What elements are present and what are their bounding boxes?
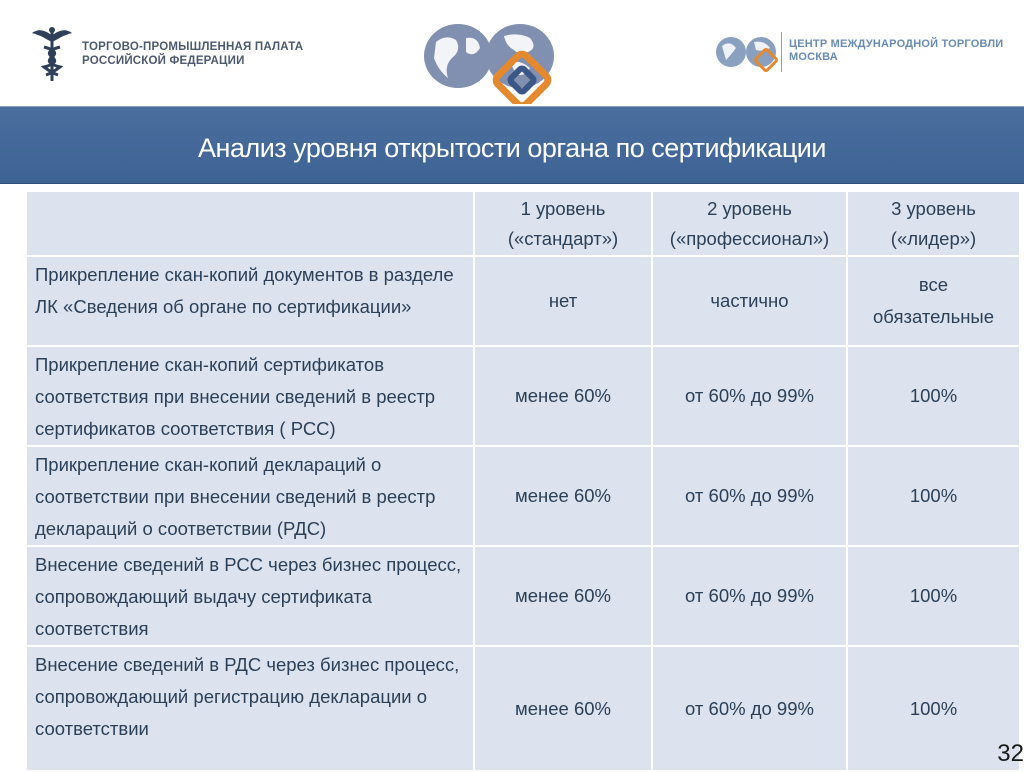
criterion-line: сопровождающий выдачу сертификата bbox=[35, 586, 372, 607]
globes-logo-icon bbox=[424, 24, 554, 104]
criterion-line: Внесение сведений в РСС через бизнес про… bbox=[35, 554, 462, 575]
level-2-label: («профессионал») bbox=[669, 227, 830, 249]
wtc-name: ЦЕНТР МЕЖДУНАРОДНОЙ ТОРГОВЛИ МОСКВА bbox=[789, 38, 1003, 64]
cci-name-line2: РОССИЙСКОЙ ФЕДЕРАЦИИ bbox=[82, 55, 245, 67]
criterion-line: деклараций о соответствии (РДС) bbox=[35, 518, 327, 539]
level-1-value: менее 60% bbox=[475, 547, 651, 645]
level-2-name: 2 уровень bbox=[707, 197, 792, 219]
column-header-level-3: 3 уровень («лидер») bbox=[848, 192, 1019, 255]
wtc-name-line1: ЦЕНТР МЕЖДУНАРОДНОЙ ТОРГОВЛИ bbox=[789, 38, 1004, 50]
level-3-value: 100% bbox=[848, 447, 1019, 545]
table-row: Прикрепление скан-копий сертификатов соо… bbox=[27, 347, 1019, 445]
criterion-line: ЛК «Сведения об органе по сертификации» bbox=[35, 296, 412, 317]
criterion-line: сертификатов соответствия ( РСС) bbox=[35, 418, 336, 439]
criterion-line: соответствии при внесении сведений в рее… bbox=[35, 486, 436, 507]
criterion-line: соответствии bbox=[35, 718, 149, 739]
page-number: 32 bbox=[997, 740, 1024, 767]
table-row: Прикрепление скан-копий деклараций о соо… bbox=[27, 447, 1019, 545]
slide-title: Анализ уровня открытости органа по серти… bbox=[198, 133, 826, 163]
wtc-name-line2: МОСКВА bbox=[789, 51, 838, 63]
cci-name: ТОРГОВО-ПРОМЫШЛЕННАЯ ПАЛАТА РОССИЙСКОЙ Ф… bbox=[82, 40, 303, 68]
criterion-line: Внесение сведений в РДС через бизнес про… bbox=[35, 654, 460, 675]
level-3-value: все обязательные bbox=[848, 257, 1019, 345]
level-3-name: 3 уровень bbox=[891, 197, 976, 219]
title-band: Анализ уровня открытости органа по серти… bbox=[0, 106, 1024, 184]
level-3-value-line: обязательные bbox=[872, 306, 995, 327]
cci-name-line1: ТОРГОВО-ПРОМЫШЛЕННАЯ ПАЛАТА bbox=[82, 41, 304, 53]
level-2-value: от 60% до 99% bbox=[653, 647, 846, 770]
caduceus-logo-icon bbox=[32, 27, 72, 81]
criterion-line: соответствия bbox=[35, 618, 149, 639]
level-3-value: 100% bbox=[848, 347, 1019, 445]
logo-header: ТОРГОВО-ПРОМЫШЛЕННАЯ ПАЛАТА РОССИЙСКОЙ Ф… bbox=[0, 0, 1024, 106]
criterion-line: Прикрепление скан-копий сертификатов bbox=[35, 354, 385, 375]
table-header-row: 1 уровень («стандарт») 2 уровень («профе… bbox=[27, 192, 1019, 255]
table-row: Внесение сведений в РСС через бизнес про… bbox=[27, 547, 1019, 645]
column-header-level-1: 1 уровень («стандарт») bbox=[475, 192, 651, 255]
criterion-cell: Прикрепление скан-копий документов в раз… bbox=[27, 257, 473, 345]
level-3-label: («лидер») bbox=[890, 227, 977, 249]
table-row: Прикрепление скан-копий документов в раз… bbox=[27, 257, 1019, 345]
wtc-divider bbox=[781, 32, 782, 72]
criterion-line: соответствия при внесении сведений в рее… bbox=[35, 386, 436, 407]
level-3-value: 100% bbox=[848, 647, 1019, 770]
level-2-value: от 60% до 99% bbox=[653, 547, 846, 645]
criterion-line: Прикрепление скан-копий деклараций о bbox=[35, 454, 382, 475]
criterion-line: сопровождающий регистрацию декларации о bbox=[35, 686, 428, 707]
criterion-cell: Прикрепление скан-копий сертификатов соо… bbox=[27, 347, 473, 445]
level-1-value: менее 60% bbox=[475, 647, 651, 770]
level-2-value: от 60% до 99% bbox=[653, 347, 846, 445]
openness-levels-table: 1 уровень («стандарт») 2 уровень («профе… bbox=[25, 190, 1021, 772]
level-1-value: менее 60% bbox=[475, 447, 651, 545]
table-row: Внесение сведений в РДС через бизнес про… bbox=[27, 647, 1019, 770]
column-header-level-2: 2 уровень («профессионал») bbox=[653, 192, 846, 255]
level-3-value-line: все bbox=[918, 274, 949, 295]
criterion-cell: Прикрепление скан-копий деклараций о соо… bbox=[27, 447, 473, 545]
wtc-logo-icon bbox=[716, 37, 778, 72]
level-1-value: менее 60% bbox=[475, 347, 651, 445]
level-1-label: («стандарт») bbox=[507, 227, 619, 249]
level-2-value: от 60% до 99% bbox=[653, 447, 846, 545]
criterion-cell: Внесение сведений в РСС через бизнес про… bbox=[27, 547, 473, 645]
level-3-value: 100% bbox=[848, 547, 1019, 645]
header-empty-cell bbox=[27, 192, 473, 255]
level-2-value: частично bbox=[653, 257, 846, 345]
criterion-cell: Внесение сведений в РДС через бизнес про… bbox=[27, 647, 473, 770]
level-1-value: нет bbox=[475, 257, 651, 345]
level-1-name: 1 уровень bbox=[520, 197, 606, 219]
criterion-line: Прикрепление скан-копий документов в раз… bbox=[35, 264, 454, 285]
